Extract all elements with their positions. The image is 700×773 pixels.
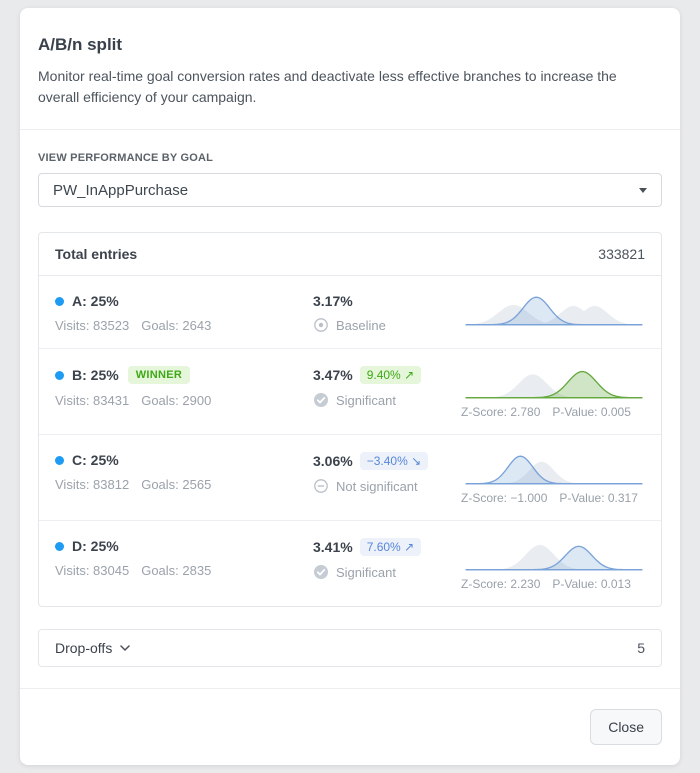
visits-count: Visits: 83045 (55, 563, 130, 578)
dropoffs-count: 5 (637, 640, 645, 656)
goal-select-label: VIEW PERFORMANCE BY GOAL (38, 152, 214, 164)
delta-badge: −3.40% ↘ (359, 452, 429, 470)
branch-label: A: 25% (72, 293, 119, 309)
significance-status: Significant (336, 392, 396, 408)
conversion-rate: 3.47% (313, 367, 353, 383)
results-table: Total entries 333821 A: 25% Visits: 8352… (38, 232, 662, 607)
branch-color-dot (55, 455, 64, 465)
branch-row-c: C: 25% Visits: 83812 Goals: 2565 3.06% −… (39, 435, 661, 521)
z-score: Z-Score: 2.230 (461, 577, 541, 591)
dialog-title: A/B/n split (38, 35, 123, 54)
branch-label: C: 25% (72, 452, 119, 468)
significant-check-icon (313, 564, 329, 580)
p-value: P-Value: 0.317 (559, 491, 638, 505)
branch-row-b: B: 25% WINNER Visits: 83431 Goals: 2900 … (39, 349, 661, 435)
z-score: Z-Score: 2.780 (461, 405, 541, 419)
dropoffs-expander[interactable]: Drop-offs 5 (38, 629, 662, 667)
chevron-down-icon (639, 187, 647, 193)
dialog-header: A/B/n split Monitor real-time goal conve… (20, 8, 680, 130)
total-entries-value: 333821 (598, 246, 645, 262)
goals-count: Goals: 2835 (141, 563, 212, 578)
not-significant-icon (313, 478, 329, 494)
significance-status: Baseline (336, 317, 386, 333)
dialog-body: VIEW PERFORMANCE BY GOAL PW_InAppPurchas… (20, 130, 680, 667)
total-entries-label: Total entries (55, 246, 138, 262)
winner-badge: WINNER (127, 366, 191, 384)
p-value: P-Value: 0.013 (552, 577, 631, 591)
delta-badge: 7.60% ↗ (359, 538, 422, 556)
branch-color-dot (55, 370, 64, 380)
goals-count: Goals: 2565 (141, 477, 212, 492)
conversion-rate: 3.41% (313, 539, 353, 555)
conversion-rate: 3.17% (313, 293, 353, 309)
close-button[interactable]: Close (590, 709, 662, 745)
conversion-rate: 3.06% (313, 453, 353, 469)
distribution-chart (465, 455, 643, 485)
distribution-chart (465, 544, 643, 571)
goals-count: Goals: 2900 (141, 393, 212, 408)
significance-status: Significant (336, 564, 396, 580)
abn-split-dialog: A/B/n split Monitor real-time goal conve… (20, 8, 680, 765)
significant-check-icon (313, 392, 329, 408)
dropoffs-label: Drop-offs (55, 640, 113, 656)
branch-row-d: D: 25% Visits: 83045 Goals: 2835 3.41% 7… (39, 521, 661, 606)
baseline-icon (313, 317, 329, 333)
total-entries-row: Total entries 333821 (39, 233, 661, 276)
z-score: Z-Score: −1.000 (461, 491, 548, 505)
chevron-down-icon (120, 645, 131, 651)
significance-status: Not significant (336, 478, 418, 494)
dialog-description: Monitor real-time goal conversion rates … (38, 68, 617, 105)
branch-row-a: A: 25% Visits: 83523 Goals: 2643 3.17% (39, 276, 661, 349)
branch-color-dot (55, 296, 64, 306)
visits-count: Visits: 83523 (55, 318, 130, 333)
goals-count: Goals: 2643 (141, 318, 212, 333)
goal-selected-value: PW_InAppPurchase (53, 181, 189, 199)
branch-label: B: 25% (72, 367, 119, 383)
p-value: P-Value: 0.005 (552, 405, 631, 419)
visits-count: Visits: 83431 (55, 393, 130, 408)
goal-select-dropdown[interactable]: PW_InAppPurchase (38, 173, 662, 207)
delta-badge: 9.40% ↗ (359, 366, 422, 384)
distribution-chart (465, 370, 643, 399)
distribution-chart (465, 296, 643, 326)
branch-color-dot (55, 541, 64, 551)
dialog-footer: Close (20, 688, 680, 765)
branch-label: D: 25% (72, 538, 119, 554)
visits-count: Visits: 83812 (55, 477, 130, 492)
